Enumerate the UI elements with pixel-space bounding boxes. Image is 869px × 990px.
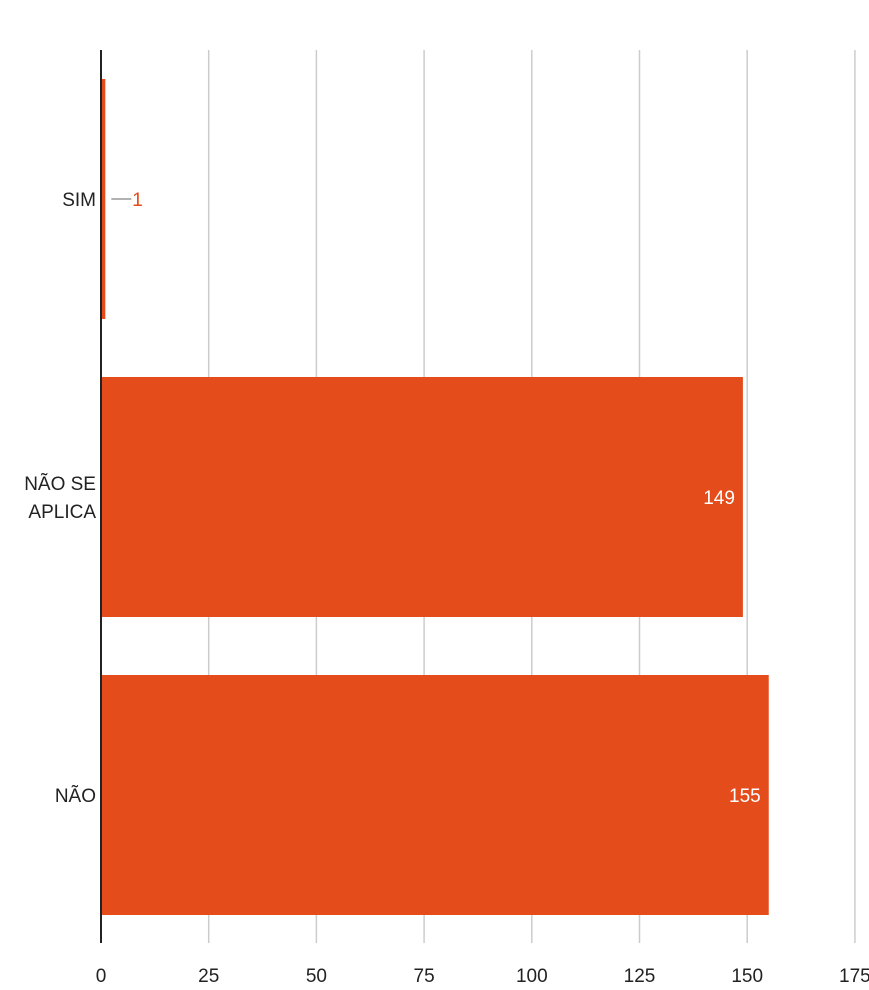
x-tick-label: 0 — [96, 966, 107, 985]
category-label: APLICA — [28, 502, 96, 523]
bar — [101, 675, 769, 915]
data-label: 149 — [703, 488, 735, 509]
data-label: 155 — [729, 786, 761, 807]
bar — [101, 377, 743, 617]
bars — [101, 79, 769, 915]
x-tick-label: 75 — [414, 966, 435, 985]
x-tick-label: 50 — [306, 966, 327, 985]
x-tick-label: 175 — [839, 966, 869, 985]
category-label: NÃO SE — [24, 473, 96, 495]
x-tick-label: 25 — [198, 966, 219, 985]
x-tick-label: 125 — [624, 966, 656, 985]
labels: 0 25 50 75 100 125 150 175 SIM 1 NÃO SE APLICA 149 NÃ… — [24, 190, 869, 987]
data-label: 1 — [132, 190, 143, 211]
category-label: NÃO — [55, 785, 96, 807]
x-tick-label: 150 — [731, 966, 763, 985]
category-label: SIM — [62, 190, 96, 211]
x-tick-label: 100 — [516, 966, 548, 985]
bar — [101, 79, 106, 319]
